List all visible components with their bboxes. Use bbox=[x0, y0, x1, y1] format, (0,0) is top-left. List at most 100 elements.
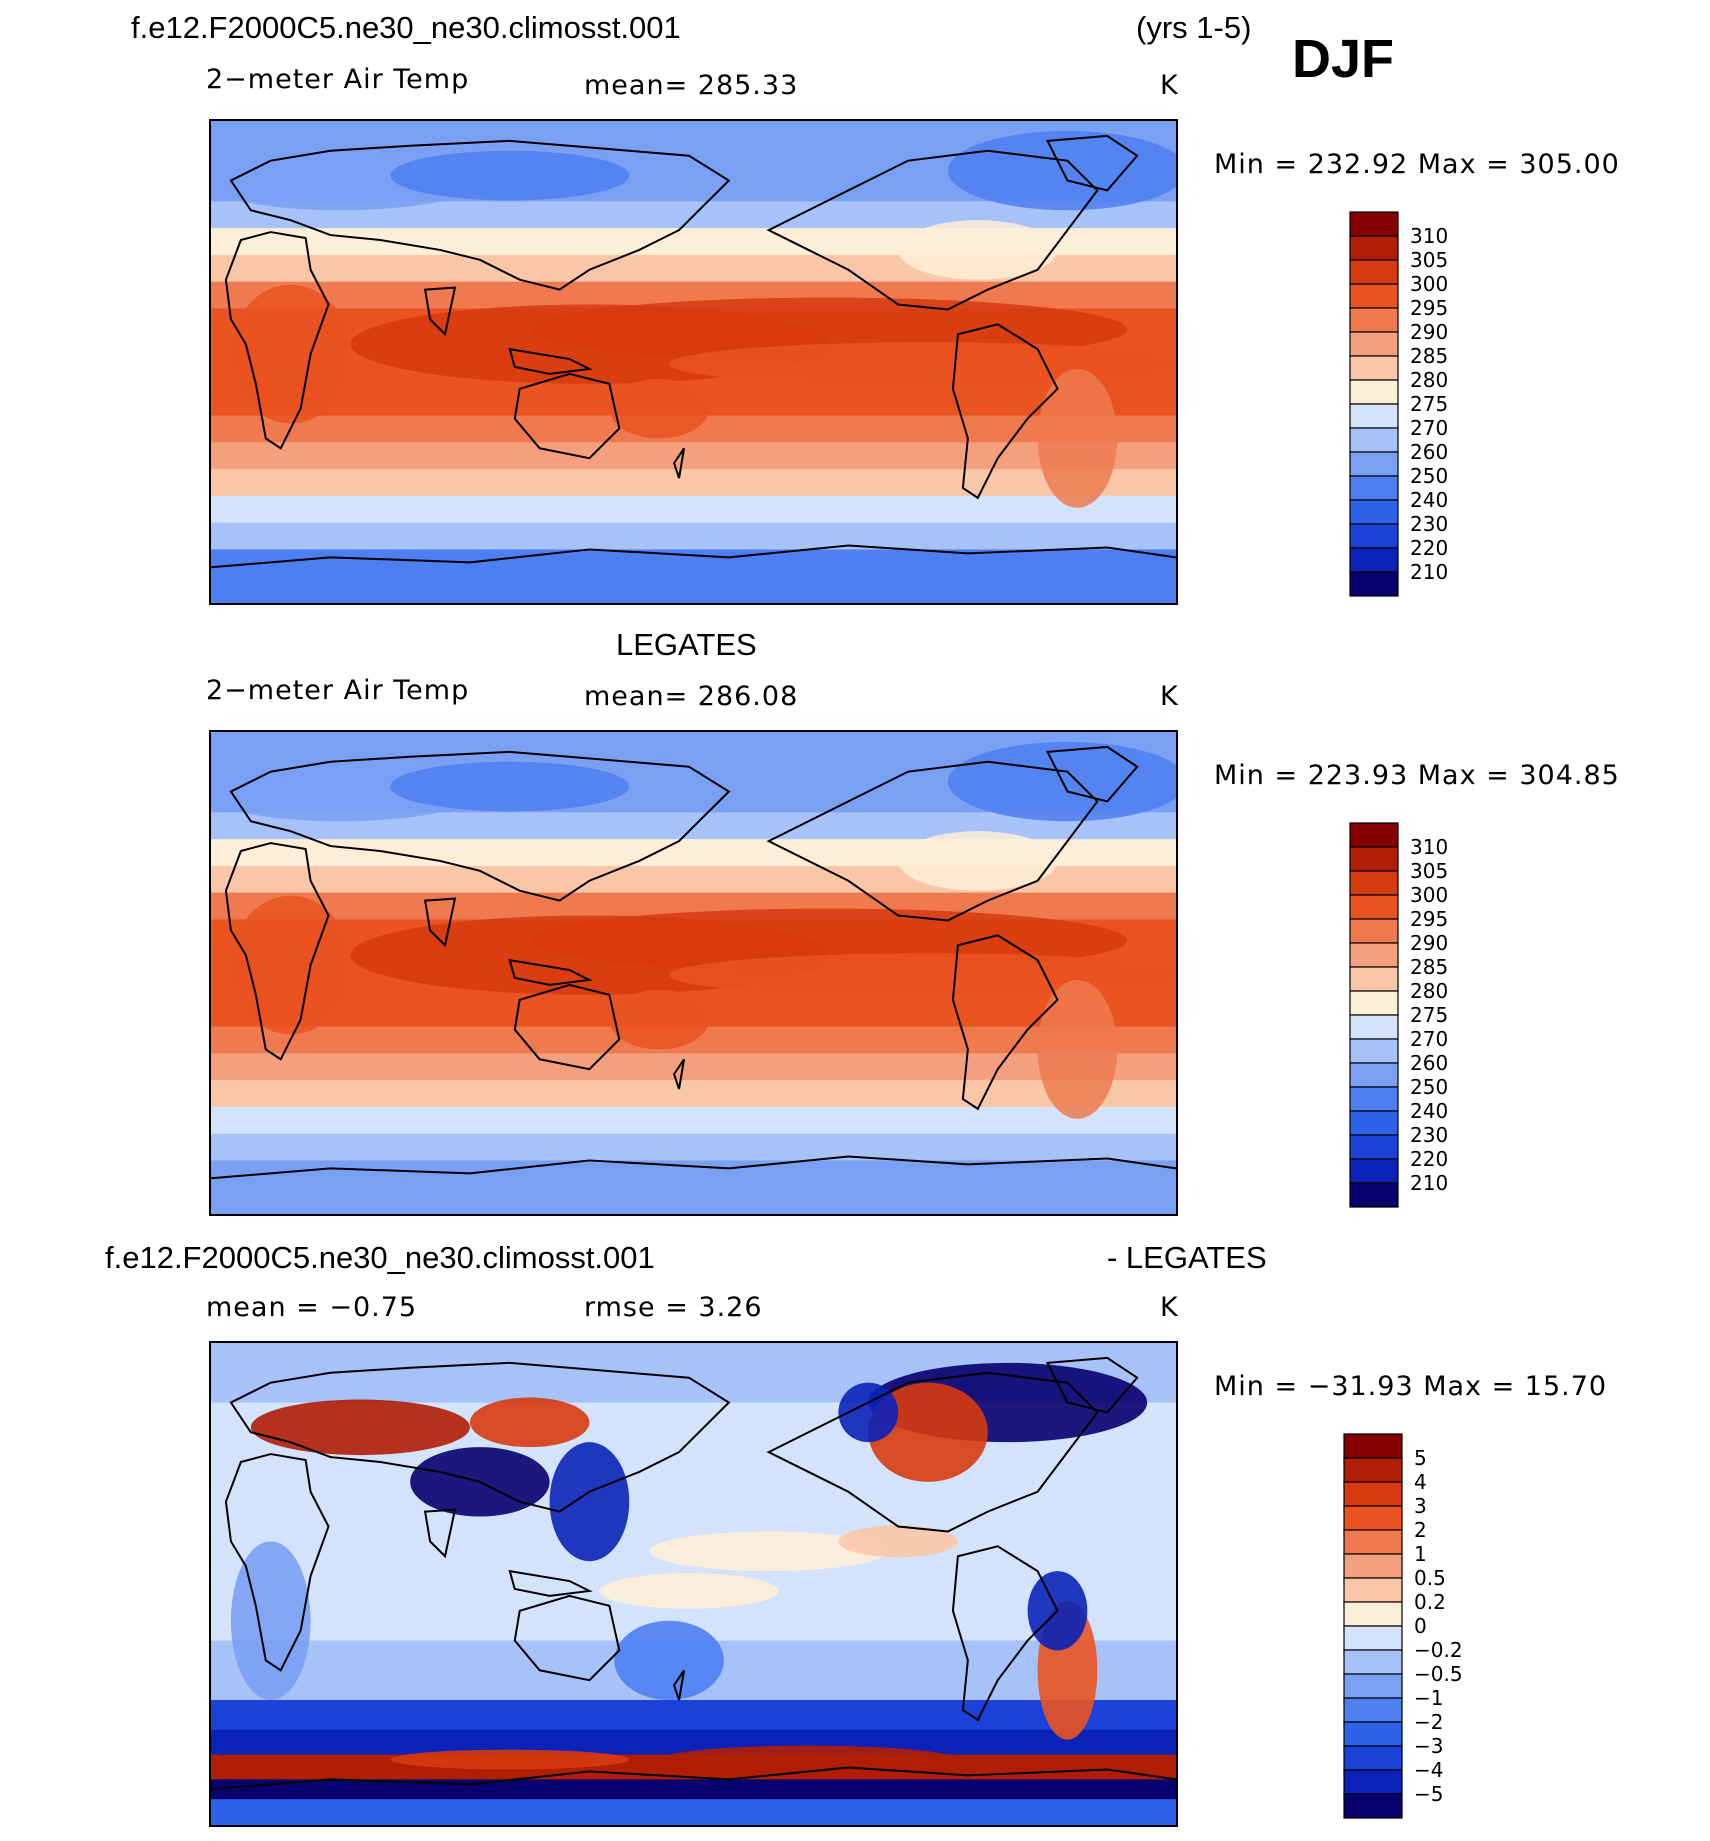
season-label: DJF bbox=[1292, 29, 1395, 89]
colorbar-tick-label: 220 bbox=[1410, 1147, 1448, 1171]
colorbar-swatch bbox=[1349, 283, 1399, 309]
field-blob bbox=[898, 220, 1058, 280]
panel-obs-colorbar-svg: 3103053002952902852802752702602502402302… bbox=[1349, 822, 1448, 1208]
field-blob bbox=[390, 761, 630, 812]
coastline bbox=[1045, 1356, 1139, 1414]
colorbar-swatch bbox=[1349, 427, 1399, 453]
coastline bbox=[211, 1766, 1176, 1791]
field-blob bbox=[868, 1382, 988, 1482]
colorbar-swatch bbox=[1349, 355, 1399, 381]
colorbar-tick-label: 275 bbox=[1410, 392, 1448, 416]
colorbar-swatch bbox=[1349, 307, 1399, 333]
colorbar-swatch bbox=[1349, 1182, 1399, 1208]
colorbar-swatch bbox=[1349, 379, 1399, 405]
colorbar-swatch bbox=[1349, 966, 1399, 992]
colorbar-swatch bbox=[1343, 1457, 1403, 1483]
coastline bbox=[672, 447, 686, 479]
colorbar-swatch bbox=[1349, 499, 1399, 525]
colorbar-swatch bbox=[1349, 1062, 1399, 1088]
colorbar-tick-label: 1 bbox=[1414, 1542, 1427, 1566]
colorbar-tick-label: 270 bbox=[1410, 416, 1448, 440]
coastline bbox=[224, 842, 330, 1061]
coastline bbox=[508, 347, 593, 375]
colorbar-tick-label: 310 bbox=[1410, 835, 1448, 859]
colorbar-tick-label: 285 bbox=[1410, 955, 1448, 979]
colorbar-tick-label: 295 bbox=[1410, 296, 1448, 320]
field-blob bbox=[549, 1442, 630, 1562]
colorbar-swatch bbox=[1343, 1577, 1403, 1603]
colorbar-swatch bbox=[1349, 235, 1399, 261]
colorbar-tick-label: 4 bbox=[1414, 1470, 1427, 1494]
panel-model-colorbar: 310 305 300 295 290 285 280 275 270 260 250 240 230 2… bbox=[1349, 211, 1470, 597]
colorbar-tick-label: 0.2 bbox=[1414, 1590, 1446, 1614]
colorbar-swatch bbox=[1343, 1601, 1403, 1627]
panel-diff-map bbox=[209, 1341, 1178, 1827]
panel-diff-header: f.e12.F2000C5.ne30_ne30.climosst.001 bbox=[105, 1240, 655, 1275]
colorbar-swatch bbox=[1343, 1793, 1403, 1819]
colorbar-tick-label: 295 bbox=[1410, 907, 1448, 931]
colorbar-tick-label: 240 bbox=[1410, 488, 1448, 512]
panel-obs-header: LEGATES bbox=[616, 627, 757, 662]
colorbar-tick-label: 270 bbox=[1410, 1027, 1448, 1051]
colorbar-swatch bbox=[1349, 990, 1399, 1016]
diff-band bbox=[211, 1700, 1176, 1731]
colorbar-swatch bbox=[1343, 1769, 1403, 1795]
colorbar-tick-label: −4 bbox=[1414, 1758, 1443, 1782]
panel-diff-mean: mean = −0.75 bbox=[206, 1292, 418, 1323]
colorbar-tick-label: 305 bbox=[1410, 859, 1448, 883]
panel-diff-minmax: Min = −31.93 Max = 15.70 bbox=[1214, 1371, 1608, 1402]
colorbar-swatch bbox=[1349, 547, 1399, 573]
colorbar-tick-label: −0.5 bbox=[1414, 1662, 1463, 1686]
coastline bbox=[513, 983, 621, 1071]
field-blob bbox=[609, 989, 709, 1050]
colorbar-tick-label: −3 bbox=[1414, 1734, 1443, 1758]
panel-model-mean: mean= 285.33 bbox=[584, 70, 799, 101]
field-blob bbox=[230, 1541, 311, 1701]
colorbar-tick-label: 310 bbox=[1410, 224, 1448, 248]
panel-diff-coastlines bbox=[211, 1356, 1176, 1791]
colorbar-tick-label: 285 bbox=[1410, 344, 1448, 368]
colorbar-swatch bbox=[1343, 1697, 1403, 1723]
colorbar-swatch bbox=[1349, 571, 1399, 597]
colorbar-tick-label: 5 bbox=[1414, 1446, 1427, 1470]
coastline bbox=[672, 1058, 686, 1090]
panel-diff-units: K bbox=[1160, 1292, 1179, 1323]
coastline bbox=[224, 231, 330, 450]
zonal-band bbox=[211, 1080, 1176, 1108]
field-blob bbox=[469, 1397, 590, 1448]
zonal-band bbox=[211, 495, 1176, 524]
zonal-band bbox=[211, 1133, 1176, 1162]
coastline bbox=[423, 1508, 457, 1559]
colorbar-tick-label: −1 bbox=[1414, 1686, 1443, 1710]
colorbar-swatch bbox=[1349, 403, 1399, 429]
field-blob bbox=[669, 953, 1176, 997]
colorbar-swatch bbox=[1343, 1649, 1403, 1675]
colorbar-swatch bbox=[1349, 523, 1399, 549]
panel-diff-header-right: - LEGATES bbox=[1107, 1240, 1267, 1275]
diff-band bbox=[211, 1779, 1176, 1801]
panel-obs-left-label: 2−meter Air Temp bbox=[206, 675, 470, 706]
colorbar-swatch bbox=[1343, 1673, 1403, 1699]
field-blob bbox=[669, 342, 1176, 386]
field-blob bbox=[1037, 979, 1118, 1119]
zonal-band bbox=[211, 1053, 1176, 1082]
colorbar-tick-label: 280 bbox=[1410, 979, 1448, 1003]
panel-model-colorbar-svg: 3103053002952902852802752702602502402302… bbox=[1349, 211, 1448, 597]
colorbar-tick-label: 2 bbox=[1414, 1518, 1427, 1542]
colorbar-swatch bbox=[1349, 475, 1399, 501]
panel-obs-minmax: Min = 223.93 Max = 304.85 bbox=[1214, 760, 1620, 791]
panel-model-left-label: 2−meter Air Temp bbox=[206, 64, 470, 95]
colorbar-tick-label: −0.2 bbox=[1414, 1638, 1463, 1662]
colorbar-tick-label: 290 bbox=[1410, 320, 1448, 344]
coastline bbox=[951, 934, 1059, 1111]
colorbar-swatch bbox=[1349, 1158, 1399, 1184]
colorbar-tick-label: 280 bbox=[1410, 368, 1448, 392]
colorbar-swatch bbox=[1343, 1745, 1403, 1771]
panel-obs-map bbox=[209, 730, 1178, 1216]
colorbar-tick-label: 230 bbox=[1410, 512, 1448, 536]
colorbar-swatch bbox=[1349, 1038, 1399, 1064]
colorbar-tick-label: 300 bbox=[1410, 272, 1448, 296]
colorbar-tick-label: 290 bbox=[1410, 931, 1448, 955]
panel-obs-coastlines bbox=[211, 745, 1176, 1180]
coastline bbox=[229, 1361, 731, 1513]
